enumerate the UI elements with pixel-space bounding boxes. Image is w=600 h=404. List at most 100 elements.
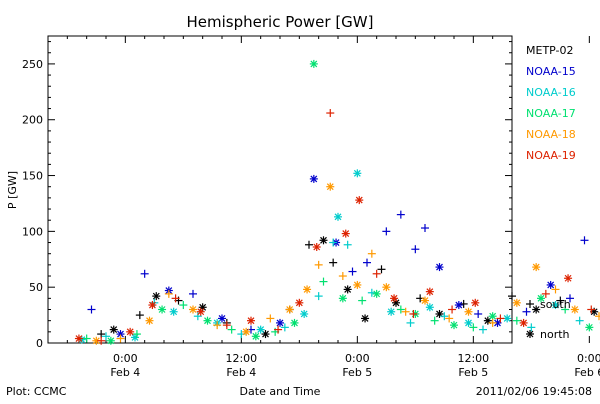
- plot-timestamp: 2011/02/06 19:45:08: [476, 385, 592, 398]
- south-point: [344, 241, 352, 249]
- south-point: [431, 317, 439, 325]
- north-point: [257, 326, 265, 334]
- north-point: [300, 310, 308, 318]
- south-point: [527, 323, 535, 331]
- south-point: [117, 335, 125, 343]
- north-point: [547, 281, 555, 289]
- north-point: [276, 319, 284, 327]
- north-point: [326, 183, 334, 191]
- north-point: [421, 297, 429, 305]
- south-point: [358, 297, 366, 305]
- south-point: [373, 270, 381, 278]
- north-point: [303, 285, 311, 293]
- north-point: [247, 317, 255, 325]
- north-point: [313, 243, 321, 251]
- x-tick-date-label: Feb 5: [342, 366, 372, 379]
- south-point: [179, 301, 187, 309]
- south-point: [266, 314, 274, 322]
- south-point: [88, 306, 96, 314]
- north-point: [532, 306, 540, 314]
- plot-credit: Plot: CCMC: [6, 385, 67, 398]
- north-point: [455, 301, 463, 309]
- south-point: [397, 211, 405, 219]
- south-point: [479, 326, 487, 334]
- legend-entry: NOAA-17: [526, 107, 576, 120]
- series-noaa-17: [83, 60, 600, 345]
- y-axis-label: P [GW]: [6, 171, 19, 209]
- north-point: [252, 332, 260, 340]
- south-point: [378, 265, 386, 273]
- south-point: [407, 319, 415, 327]
- north-point: [189, 306, 197, 314]
- south-point: [368, 250, 376, 258]
- south-point: [508, 292, 516, 300]
- north-point: [75, 335, 83, 343]
- north-point: [390, 294, 398, 302]
- north-point: [532, 263, 540, 271]
- y-tick-label: 150: [22, 170, 43, 183]
- x-tick-time-label: 0:00: [113, 352, 138, 365]
- north-point: [513, 299, 521, 307]
- south-point: [305, 241, 313, 249]
- north-point: [339, 294, 347, 302]
- x-axis-label: Date and Time: [240, 385, 321, 398]
- north-point: [126, 328, 134, 336]
- legend-star-marker: [526, 330, 534, 338]
- y-tick-label: 100: [22, 225, 43, 238]
- x-tick-date-label: Feb 4: [110, 366, 140, 379]
- north-point: [450, 321, 458, 329]
- series-noaa-19: [75, 109, 600, 345]
- north-point: [373, 290, 381, 298]
- north-point: [295, 299, 303, 307]
- y-tick-label: 50: [29, 281, 43, 294]
- north-point: [152, 292, 160, 300]
- chart-title: Hemispheric Power [GW]: [187, 13, 374, 31]
- south-point: [329, 259, 337, 267]
- north-point: [426, 288, 434, 296]
- x-tick-time-label: 12:00: [457, 352, 489, 365]
- north-point: [387, 308, 395, 316]
- data-marks: [75, 60, 600, 345]
- legend-entry: NOAA-15: [526, 65, 576, 78]
- south-point: [315, 261, 323, 269]
- north-point: [564, 274, 572, 282]
- x-tick-date-label: Feb 5: [458, 366, 488, 379]
- legend-entry: METP-02: [526, 44, 574, 57]
- north-point: [465, 308, 473, 316]
- north-point: [204, 317, 212, 325]
- north-point: [344, 285, 352, 293]
- x-tick-date-label: Feb 4: [226, 366, 256, 379]
- south-point: [523, 308, 531, 316]
- north-point: [197, 308, 205, 316]
- south-point: [581, 236, 589, 244]
- series-noaa-15: [88, 175, 600, 338]
- north-point: [242, 328, 250, 336]
- legend-entry: NOAA-19: [526, 149, 576, 162]
- x-tick-time-label: 0:00: [345, 352, 370, 365]
- south-point: [421, 224, 429, 232]
- north-point: [146, 317, 154, 325]
- y-tick-label: 200: [22, 114, 43, 127]
- south-point: [141, 270, 149, 278]
- south-point: [320, 278, 328, 286]
- legend-entry: NOAA-16: [526, 86, 576, 99]
- south-point: [363, 259, 371, 267]
- x-tick-date-label: Feb 6: [574, 366, 600, 379]
- south-point: [136, 311, 144, 319]
- north-point: [286, 306, 294, 314]
- north-point: [520, 319, 528, 327]
- north-point: [382, 283, 390, 291]
- legend-marker-label: north: [540, 328, 570, 341]
- north-point: [426, 303, 434, 311]
- north-point: [310, 175, 318, 183]
- legend-marker-label: south: [540, 298, 571, 311]
- north-point: [355, 196, 363, 204]
- north-point: [471, 299, 479, 307]
- y-tick-label: 0: [36, 337, 43, 350]
- x-tick-time-label: 12:00: [225, 352, 257, 365]
- north-point: [170, 308, 178, 316]
- north-point: [310, 60, 318, 68]
- north-point: [465, 319, 473, 327]
